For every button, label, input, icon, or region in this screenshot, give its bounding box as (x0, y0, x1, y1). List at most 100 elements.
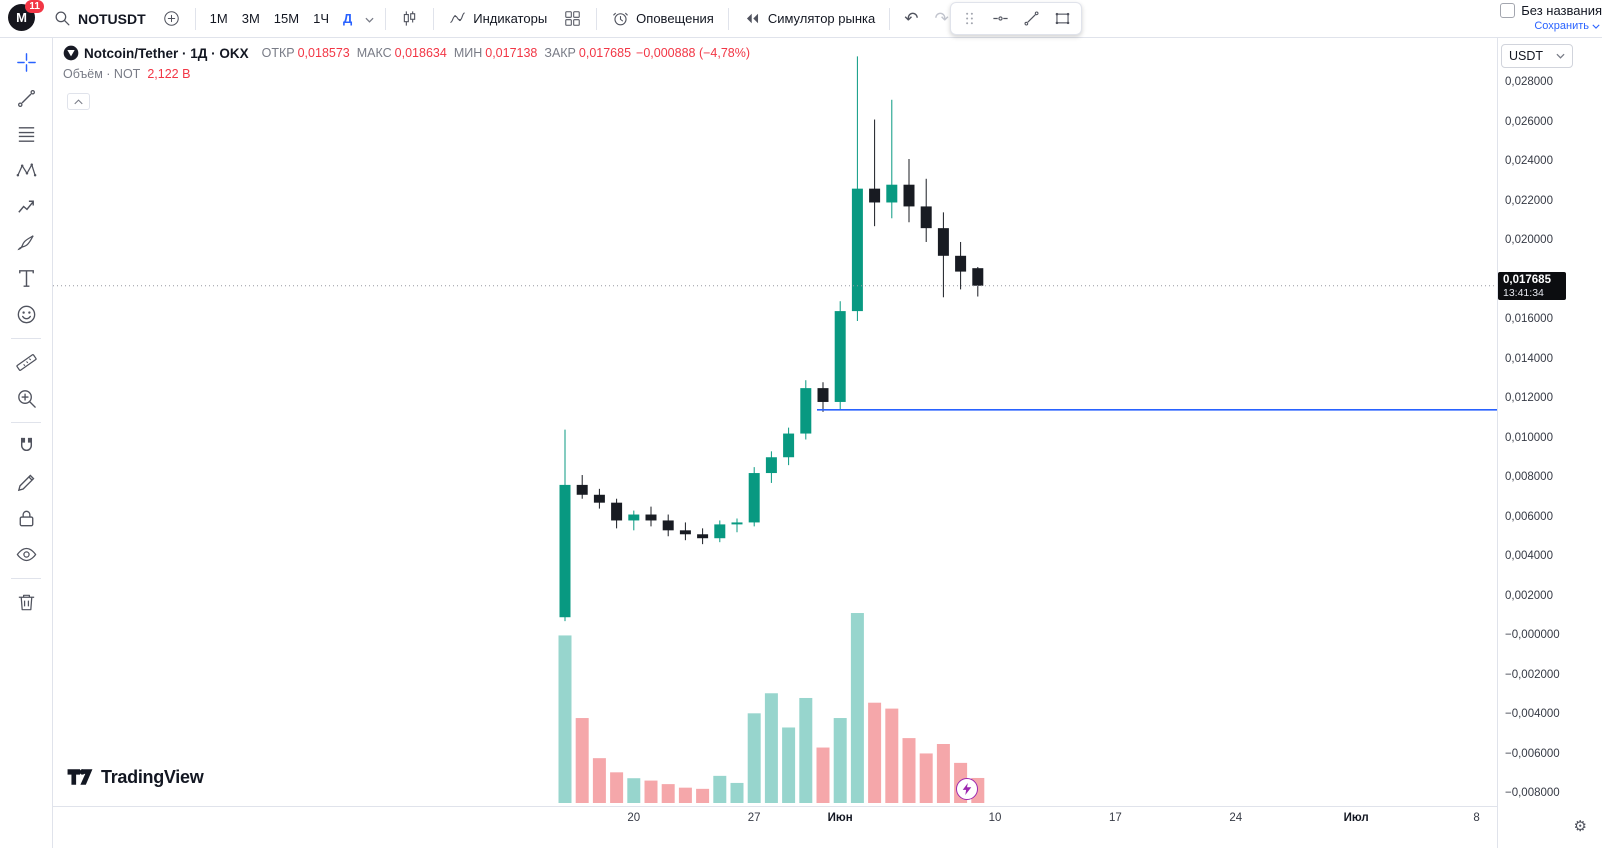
price-axis-label: 0,002000 (1505, 589, 1553, 602)
time-axis[interactable]: 20 27 Июн 10 17 24 Июл 8 (53, 806, 1602, 833)
user-menu-button[interactable]: M 11 (8, 0, 44, 34)
candle-body (920, 206, 932, 229)
instant-trading-button[interactable] (956, 778, 978, 800)
timeframe-1М[interactable]: 1М (203, 5, 235, 33)
time-axis-label: 27 (747, 812, 761, 824)
layout-grid-button[interactable] (556, 4, 589, 34)
tool-crosshair[interactable] (7, 46, 45, 79)
chart-pane[interactable]: Notcoin/Tether · 1Д · OKX ОТКР 0,018573 МА… (53, 38, 1497, 806)
grid-layout-icon (563, 9, 582, 28)
price-axis-label: −0,006000 (1505, 747, 1560, 760)
tool-ruler[interactable] (7, 346, 45, 379)
price-axis[interactable]: USDT 0,028000 0,026000 0,024000 0,022000 0,0… (1497, 38, 1602, 848)
tool-lock[interactable] (7, 502, 45, 535)
volume-bar (747, 713, 761, 803)
timeframe-3М[interactable]: 3М (235, 5, 267, 33)
candle-body (834, 311, 846, 402)
volume-label[interactable]: Объём · NOT (63, 67, 141, 81)
xabcd-pattern-icon (16, 163, 36, 177)
currency-selector[interactable]: USDT (1501, 44, 1573, 68)
layout-checkbox[interactable] (1500, 2, 1516, 18)
symbol-search-button[interactable]: NOTUSDT (46, 4, 153, 34)
candle-body (955, 255, 967, 272)
top-toolbar: M 11 NOTUSDT 1М 3М 15М 1Ч Д Индикаторы (0, 0, 1602, 38)
layout-name: Без названия (1521, 2, 1602, 18)
ohlc-field-label: МИН (453, 46, 483, 60)
tool-zoom[interactable] (7, 382, 45, 415)
price-axis-label: 0,022000 (1505, 194, 1553, 207)
toolbar-divider (433, 7, 435, 30)
timeframe-active[interactable]: Д (336, 5, 359, 33)
tradingview-mark-icon (67, 769, 93, 785)
volume-bar (678, 787, 692, 803)
price-axis-label: 0,006000 (1505, 510, 1553, 523)
trend-line-tool-button[interactable] (1017, 4, 1046, 34)
chart-title[interactable]: Notcoin/Tether · 1Д · OKX (84, 45, 249, 61)
save-button[interactable]: Сохранить (1534, 20, 1602, 32)
volume-bar (558, 635, 572, 803)
candlestick-chart[interactable] (53, 38, 1497, 806)
tool-brush[interactable] (7, 226, 45, 259)
toolbar-separator (11, 422, 41, 423)
volume-bar (868, 702, 882, 803)
ohlc-field-value: 0,018573 (297, 46, 350, 60)
trash-icon (18, 594, 34, 611)
timeframe-group: 1М 3М 15М 1Ч Д (203, 5, 360, 33)
legend-change: −0,000888 (−4,78%) (636, 46, 751, 60)
tool-eye[interactable] (7, 538, 45, 571)
indicators-button[interactable]: Индикаторы (441, 4, 554, 34)
tool-trash[interactable] (7, 586, 45, 619)
timeframe-1Ч[interactable]: 1Ч (306, 5, 336, 33)
toolbar-divider (194, 7, 196, 30)
volume-bar (644, 780, 658, 803)
tool-trend-line[interactable] (7, 82, 45, 115)
trend-line-icon (1022, 9, 1041, 28)
fib-retracement-icon (18, 127, 34, 142)
notcoin-logo-icon (63, 45, 79, 61)
price-axis-label: 0,016000 (1505, 313, 1553, 325)
price-axis-label: −0,008000 (1505, 787, 1560, 799)
candle-body (851, 188, 863, 312)
tool-forecast[interactable] (7, 190, 45, 223)
volume-bar (592, 758, 606, 803)
redo-button[interactable]: ↷ (927, 4, 955, 34)
ohlc-field-label: МАКС (356, 46, 392, 60)
time-axis-label: 10 (988, 812, 1002, 824)
timeframe-15М[interactable]: 15М (267, 5, 306, 33)
horizontal-line-icon (991, 9, 1010, 28)
drawing-quick-panel (950, 2, 1082, 35)
tool-text[interactable] (7, 262, 45, 295)
tool-xabcd-pattern[interactable] (7, 154, 45, 187)
settings-gear-icon[interactable]: ⚙ (1573, 818, 1587, 835)
compare-add-button[interactable] (155, 4, 188, 34)
legend-collapse-button[interactable] (67, 93, 90, 110)
undo-button[interactable]: ↶ (897, 4, 925, 34)
timeframe-dropdown[interactable] (361, 10, 378, 28)
time-axis-label: Июл (1343, 812, 1369, 824)
volume-bar (833, 718, 847, 803)
horizontal-line-tool-button[interactable] (986, 4, 1015, 34)
rectangle-tool-button[interactable] (1048, 4, 1077, 34)
alerts-button[interactable]: Оповещения (604, 4, 721, 34)
chart-style-button[interactable] (393, 4, 426, 34)
volume-bar (696, 788, 710, 803)
save-label: Сохранить (1534, 20, 1589, 32)
plus-circle-icon (162, 9, 181, 28)
volume-bar (575, 718, 589, 803)
panel-drag-handle[interactable] (955, 4, 984, 34)
time-axis-label: 20 (627, 812, 641, 824)
candle-body (645, 514, 657, 521)
notification-badge: 11 (25, 0, 44, 13)
replay-button[interactable]: Симулятор рынка (736, 4, 882, 34)
ohlc-field-value: 0,017138 (485, 46, 538, 60)
tool-fib-retracement[interactable] (7, 118, 45, 151)
tradingview-logo[interactable]: TradingView (66, 766, 204, 788)
chart-legend: Notcoin/Tether · 1Д · OKX ОТКР 0,018573 МА… (63, 45, 751, 82)
text-icon (18, 270, 34, 287)
tool-magnet[interactable] (7, 430, 45, 463)
tool-emoji[interactable] (7, 298, 45, 331)
price-axis-label: 0,014000 (1505, 352, 1553, 365)
tool-edit[interactable] (7, 466, 45, 499)
volume-bar (885, 708, 899, 803)
candle-body (817, 388, 829, 402)
